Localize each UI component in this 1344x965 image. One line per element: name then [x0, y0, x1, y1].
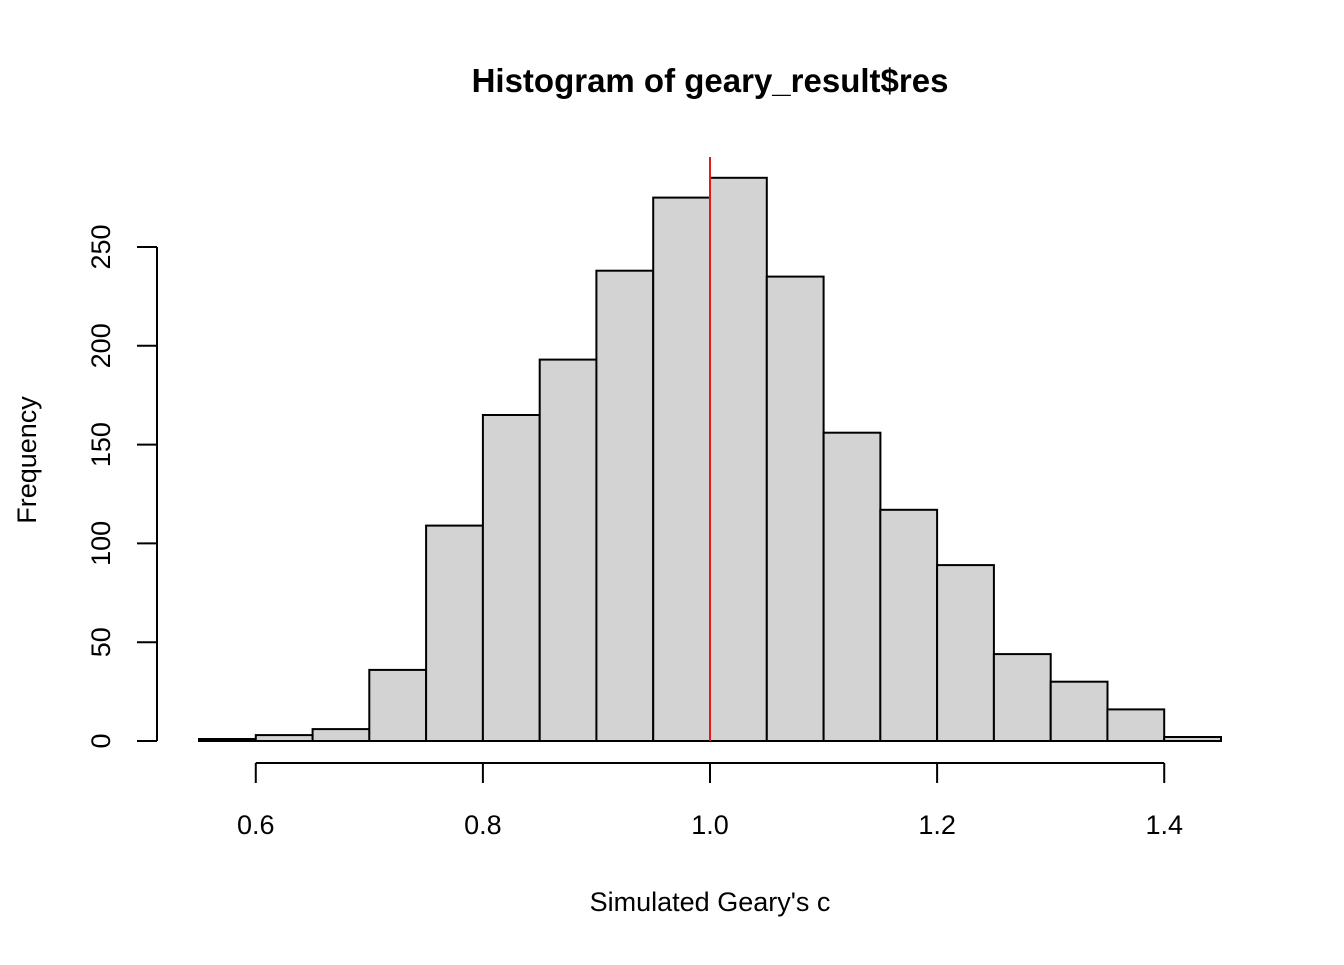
y-tick-label-1: 50 — [86, 627, 116, 657]
histogram-bar-3 — [368, 668, 428, 743]
histogram-bar-11 — [822, 431, 882, 742]
histogram-bar-6 — [538, 358, 598, 742]
histogram-bar-0 — [198, 738, 257, 742]
y-tick-label-0: 0 — [86, 733, 116, 748]
histogram-bar-1 — [254, 734, 314, 742]
x-tick-label-2: 1.0 — [691, 810, 729, 840]
histogram-bar-9 — [709, 176, 768, 743]
y-tick-label-2: 100 — [86, 521, 116, 566]
histogram-bar-14 — [992, 653, 1052, 742]
histogram-bar-16 — [1106, 708, 1166, 743]
histogram-bar-10 — [765, 275, 825, 742]
x-axis: 0.6 0.8 1.0 1.2 1.4 — [237, 762, 1183, 840]
x-tick-label-1: 0.8 — [464, 810, 502, 840]
histogram-bars — [198, 176, 1222, 743]
histogram-bar-2 — [311, 728, 371, 742]
y-axis-label: Frequency — [12, 396, 42, 524]
histogram-bar-12 — [879, 508, 939, 742]
histogram-bar-13 — [936, 564, 995, 742]
x-axis-label: Simulated Geary's c — [590, 887, 831, 917]
y-axis: 0 50 100 150 200 250 — [86, 224, 158, 749]
histogram-bar-7 — [595, 269, 655, 742]
x-tick-label-4: 1.4 — [1145, 810, 1183, 840]
histogram-bar-8 — [652, 196, 712, 743]
x-tick-label-0: 0.6 — [237, 810, 275, 840]
histogram-bar-4 — [425, 524, 484, 742]
chart-title: Histogram of geary_result$res — [472, 62, 949, 99]
y-tick-label-3: 150 — [86, 422, 116, 467]
y-tick-label-4: 200 — [86, 323, 116, 368]
histogram-bar-15 — [1049, 680, 1109, 743]
histogram-bar-5 — [481, 414, 541, 742]
histogram-bar-17 — [1163, 736, 1222, 742]
y-tick-label-5: 250 — [86, 224, 116, 269]
x-tick-label-3: 1.2 — [918, 810, 956, 840]
